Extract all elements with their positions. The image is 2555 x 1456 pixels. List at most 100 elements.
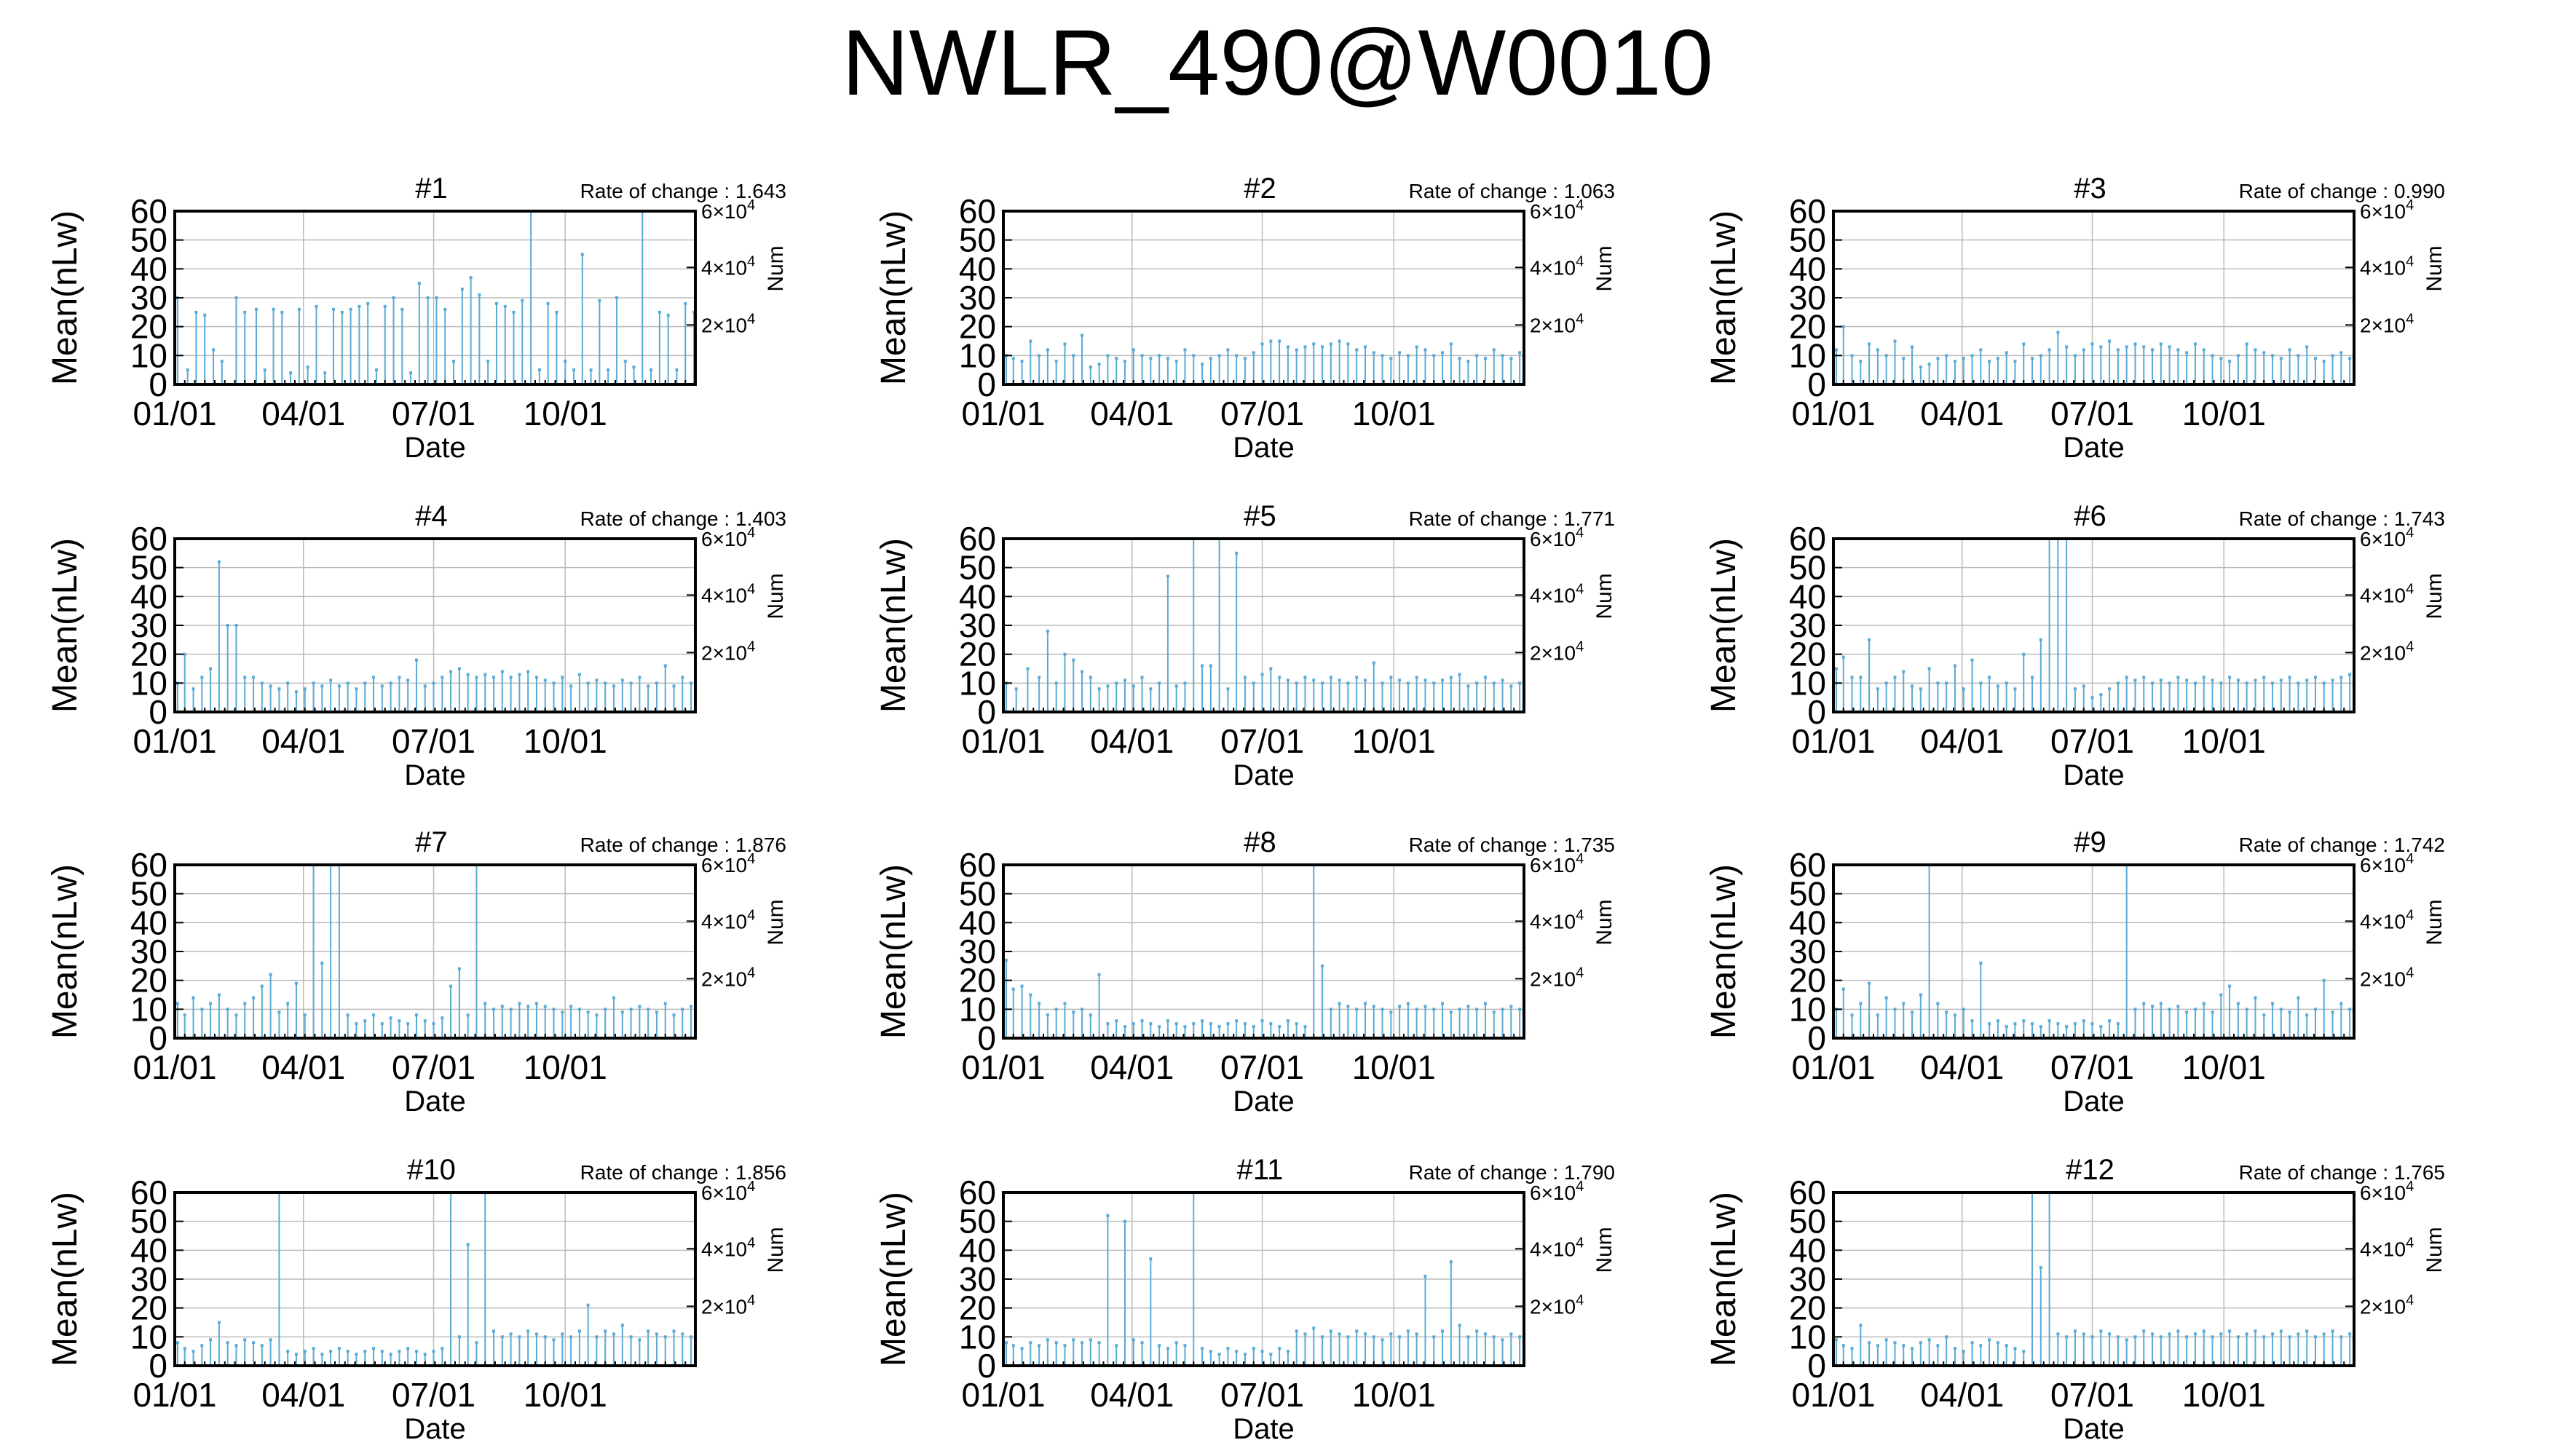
data-point [1303, 1332, 1307, 1336]
data-point [1953, 1013, 1956, 1017]
data-point [432, 681, 435, 685]
data-point [1355, 676, 1359, 679]
data-point [2193, 1008, 2197, 1011]
data-point [1381, 354, 1384, 357]
data-point [1483, 1332, 1487, 1336]
data-point [2228, 676, 2232, 679]
data-point [2262, 1013, 2266, 1017]
data-point [1876, 1013, 1879, 1017]
data-point [2254, 1329, 2257, 1333]
y2-tick-label: 6×104 [1530, 851, 1584, 877]
data-point [2297, 996, 2300, 1000]
data-point [1209, 1350, 1212, 1353]
x-tick-label: 01/01 [1791, 722, 1875, 760]
data-point [2305, 1329, 2309, 1333]
data-point [1902, 357, 1906, 360]
data-point [226, 624, 229, 627]
data-point [1278, 1347, 1282, 1350]
data-point [2211, 678, 2214, 682]
data-point [675, 368, 679, 372]
data-point [2279, 1329, 2283, 1333]
data-point [1226, 348, 1230, 352]
data-point [1209, 357, 1212, 360]
y-tick-label: 0 [149, 1019, 167, 1057]
data-point [398, 676, 401, 679]
data-point [1020, 984, 1024, 988]
data-point [1123, 1219, 1126, 1223]
data-point [1038, 676, 1041, 679]
data-point [1321, 681, 1324, 685]
y-tick-label: 10 [959, 664, 996, 702]
data-point [555, 310, 558, 314]
data-point [1970, 1019, 1974, 1023]
data-point [492, 1008, 496, 1011]
data-point [1363, 678, 1367, 682]
data-point [315, 304, 318, 308]
data-point [1423, 678, 1427, 682]
y2-axis-label: Num [2422, 573, 2447, 619]
y2-tick-label: 2×104 [701, 965, 755, 990]
data-point [1859, 1324, 1863, 1327]
data-point [1243, 676, 1247, 679]
data-point [1183, 1344, 1187, 1348]
panel-title: #11 [1237, 1154, 1284, 1186]
data-point [2125, 676, 2128, 679]
data-point [1475, 681, 1479, 685]
y-axis-label: Mean(nLw) [46, 538, 84, 713]
data-point [1269, 1353, 1273, 1356]
data-point [1201, 664, 1204, 668]
x-axis-label: Date [1233, 759, 1295, 791]
data-point [466, 1013, 470, 1017]
data-point [518, 673, 521, 676]
x-tick-label: 01/01 [961, 722, 1045, 760]
data-point [372, 676, 376, 679]
data-point [2133, 1008, 2137, 1011]
data-point [2013, 687, 2017, 691]
data-point [1166, 574, 1169, 578]
data-point [1884, 681, 1888, 685]
y-tick-label: 20 [959, 1289, 996, 1327]
x-axis-label: Date [404, 1413, 466, 1445]
y-tick-label: 60 [1789, 520, 1826, 558]
rate-of-change: Rate of change : 0.990 [2239, 180, 2445, 202]
data-point [478, 293, 481, 297]
data-point [1432, 1008, 1436, 1011]
data-point [620, 1010, 624, 1014]
data-point [483, 673, 487, 676]
data-point [1158, 354, 1161, 357]
data-point [1072, 658, 1075, 662]
data-point [2142, 345, 2146, 349]
y2-tick-label: 4×104 [701, 253, 755, 279]
data-point [2313, 1008, 2317, 1011]
y-tick-label: 50 [959, 221, 996, 259]
data-point [1054, 1008, 1058, 1011]
data-point [1406, 1329, 1410, 1333]
data-point [186, 368, 189, 372]
data-point [1988, 676, 1991, 679]
data-point [629, 681, 633, 685]
data-point [1115, 1344, 1118, 1348]
data-point [1072, 1338, 1075, 1342]
x-tick-label: 07/01 [2050, 395, 2134, 432]
data-point [1269, 667, 1273, 670]
data-point [363, 1019, 367, 1023]
data-point [503, 304, 507, 308]
data-point [1115, 357, 1118, 360]
data-point [263, 368, 266, 372]
data-point [1201, 363, 1204, 366]
data-point [2151, 1005, 2155, 1008]
data-point [2254, 348, 2257, 352]
data-point [294, 690, 298, 694]
x-tick-label: 01/01 [961, 1048, 1045, 1086]
data-point [2219, 993, 2223, 997]
data-point [372, 1013, 376, 1017]
data-point [212, 348, 216, 352]
data-point [2331, 1010, 2334, 1014]
data-point [337, 684, 341, 688]
data-point [349, 307, 352, 311]
y2-tick-label: 2×104 [701, 638, 755, 664]
y-tick-label: 0 [1807, 693, 1826, 731]
panel-title: #1 [415, 173, 448, 205]
data-point [2082, 1019, 2085, 1023]
